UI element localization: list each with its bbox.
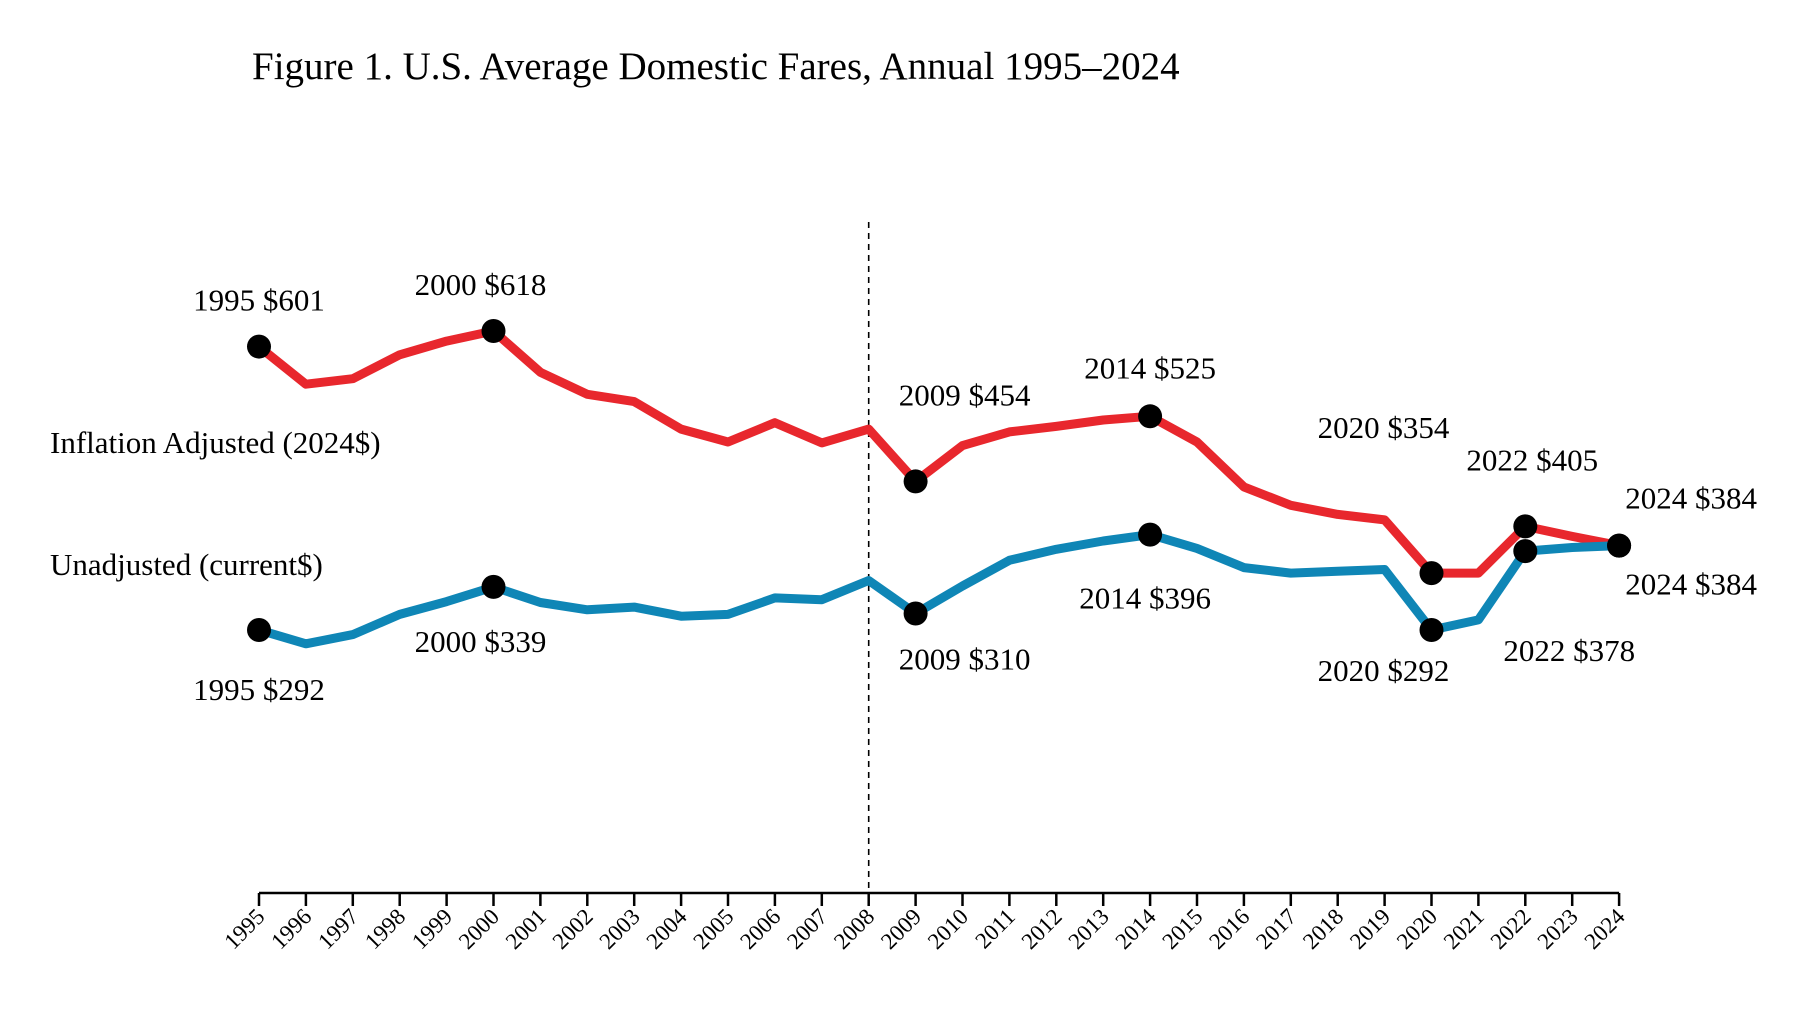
x-tick-label-2008: 2008 bbox=[829, 904, 879, 954]
data-label-0-2014: 2014 $525 bbox=[1084, 350, 1216, 385]
data-point-1-2020 bbox=[1419, 618, 1444, 642]
x-tick-label-2004: 2004 bbox=[641, 904, 692, 955]
x-tick-label-2020: 2020 bbox=[1392, 904, 1442, 954]
data-point-0-1995 bbox=[247, 334, 271, 359]
x-tick-label-2011: 2011 bbox=[970, 904, 1020, 954]
data-label-0-2000: 2000 $618 bbox=[415, 267, 547, 302]
data-point-0-2022 bbox=[1513, 514, 1538, 539]
series-line-0 bbox=[254, 326, 1624, 578]
x-tick-label-2013: 2013 bbox=[1064, 904, 1114, 954]
x-tick-label-2010: 2010 bbox=[923, 904, 973, 954]
data-label-1-2014: 2014 $396 bbox=[1079, 581, 1211, 616]
x-tick-label-2016: 2016 bbox=[1204, 904, 1254, 954]
data-label-1-2024: 2024 $384 bbox=[1625, 567, 1757, 602]
x-tick-label-1996: 1996 bbox=[266, 904, 316, 954]
data-label-1-1995: 1995 $292 bbox=[193, 672, 325, 707]
chart-title: Figure 1. U.S. Average Domestic Fares, A… bbox=[252, 45, 1180, 88]
x-tick-label-1997: 1997 bbox=[313, 904, 363, 954]
legend-unadjusted: Unadjusted (current$) bbox=[50, 547, 323, 582]
x-axis: 1995199619971998199920002001200220032004… bbox=[219, 891, 1630, 955]
x-tick-label-2002: 2002 bbox=[548, 904, 598, 954]
data-point-0-2009 bbox=[903, 469, 928, 494]
x-tick-label-2006: 2006 bbox=[735, 904, 785, 954]
data-label-1-2000: 2000 $339 bbox=[415, 624, 547, 659]
x-tick-label-2018: 2018 bbox=[1298, 904, 1348, 954]
x-tick-label-2022: 2022 bbox=[1486, 904, 1536, 954]
x-tick-label-1999: 1999 bbox=[407, 904, 457, 954]
x-tick-label-2012: 2012 bbox=[1017, 904, 1067, 954]
data-label-0-2009: 2009 $454 bbox=[899, 377, 1031, 412]
series-layer bbox=[247, 319, 1632, 649]
data-label-1-2020: 2020 $292 bbox=[1318, 653, 1450, 688]
data-label-0-1995: 1995 $601 bbox=[193, 283, 325, 318]
data-point-0-2014 bbox=[1138, 404, 1163, 429]
data-point-1-2000 bbox=[481, 574, 506, 599]
x-tick-label-2017: 2017 bbox=[1251, 904, 1301, 954]
x-tick-label-2021: 2021 bbox=[1439, 904, 1489, 954]
x-tick-label-2019: 2019 bbox=[1345, 904, 1395, 954]
data-label-layer: 1995 $601 2000 $618 2009 $454 2014 $525 2020… bbox=[193, 267, 1757, 707]
data-point-1-1995 bbox=[247, 618, 271, 642]
data-point-0-2020 bbox=[1419, 561, 1444, 586]
data-label-1-2022: 2022 $378 bbox=[1503, 633, 1635, 668]
legend-inflation-adjusted: Inflation Adjusted (2024$) bbox=[50, 425, 381, 460]
data-point-1-2024 bbox=[1607, 533, 1632, 558]
data-label-0-2024: 2024 $384 bbox=[1625, 481, 1757, 516]
data-point-0-2000 bbox=[481, 319, 506, 343]
x-tick-label-2009: 2009 bbox=[876, 904, 926, 954]
data-point-1-2009 bbox=[903, 601, 928, 626]
data-point-1-2022 bbox=[1513, 539, 1538, 564]
x-tick-label-2007: 2007 bbox=[782, 904, 832, 954]
data-label-1-2009: 2009 $310 bbox=[899, 641, 1031, 676]
x-tick-label-2015: 2015 bbox=[1157, 904, 1207, 954]
x-tick-label-2023: 2023 bbox=[1533, 904, 1583, 954]
data-point-1-2014 bbox=[1138, 522, 1163, 547]
data-label-0-2022: 2022 $405 bbox=[1466, 442, 1598, 477]
x-tick-label-1998: 1998 bbox=[360, 904, 410, 954]
x-tick-label-2001: 2001 bbox=[501, 904, 551, 954]
x-tick-label-2014: 2014 bbox=[1110, 904, 1161, 955]
x-tick-label-1995: 1995 bbox=[219, 904, 269, 954]
x-tick-label-2000: 2000 bbox=[454, 904, 504, 954]
data-label-0-2020: 2020 $354 bbox=[1318, 410, 1450, 445]
x-tick-label-2024: 2024 bbox=[1579, 904, 1630, 955]
x-tick-label-2005: 2005 bbox=[688, 904, 738, 954]
x-tick-label-2003: 2003 bbox=[595, 904, 645, 954]
